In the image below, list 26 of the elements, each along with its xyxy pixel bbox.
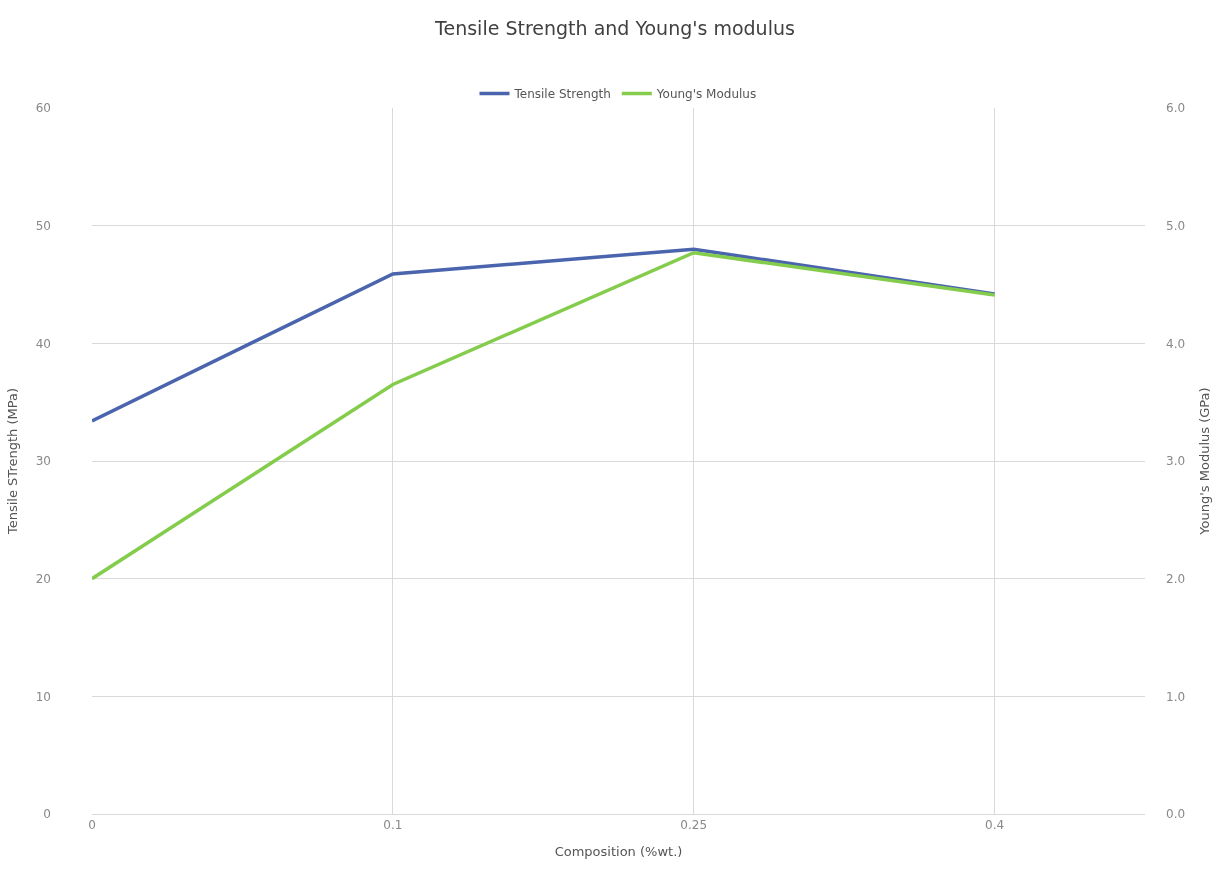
line-series [92, 250, 997, 581]
y-tick-label: 60 [35, 101, 51, 116]
y2-tick-label: 5.0 [1166, 218, 1186, 233]
y-tick-label: 20 [35, 571, 51, 586]
y-axis-title: Tensile STrength (MPa) [4, 388, 20, 535]
y2-tick-label: 6.0 [1166, 101, 1186, 116]
y-tick-label: 10 [35, 689, 51, 704]
y2-tick-label: 1.0 [1166, 689, 1186, 704]
y2-tick-label: 0.0 [1166, 807, 1186, 822]
y-tick-label: 50 [35, 218, 51, 233]
y2-axis-title: Young's Modulus (GPa) [1196, 387, 1212, 536]
x-tick-label: 0.25 [680, 818, 708, 833]
y-tick-label: 40 [35, 336, 51, 351]
legend-label: Tensile Strength [513, 87, 611, 102]
x-tick-label: 0 [88, 818, 96, 833]
line-series [92, 247, 997, 423]
y2-tick-label: 3.0 [1166, 454, 1186, 469]
y-tick-label: 30 [35, 454, 51, 469]
y-tick-label: 0 [43, 807, 51, 822]
y2-tick-label: 4.0 [1166, 336, 1186, 351]
x-axis-title: Composition (%wt.) [554, 844, 683, 859]
chart-title: Tensile Strength and Young's modulus [434, 17, 795, 40]
x-tick-label: 0.4 [985, 818, 1005, 833]
legend-label: Young's Modulus [655, 87, 757, 102]
y2-tick-label: 2.0 [1166, 571, 1186, 586]
x-tick-label: 0.1 [383, 818, 403, 833]
